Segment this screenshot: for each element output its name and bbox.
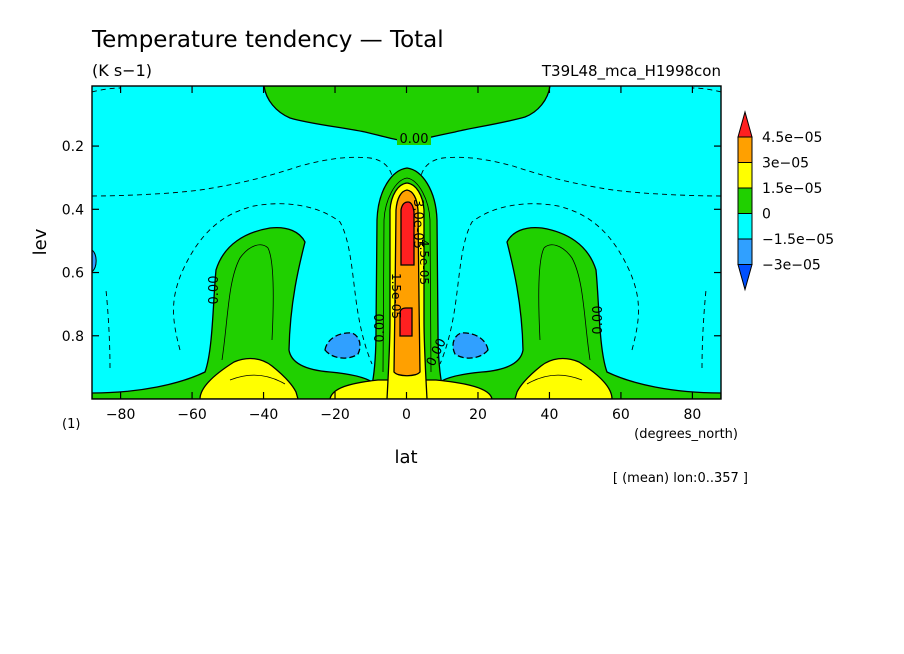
x-tick-label: 40 [541,407,559,423]
contour-label-right: 0.00 [591,306,606,335]
green-region-left [92,226,376,399]
colorbar-min-arrow [737,264,753,292]
colorbar-max-arrow [737,110,753,138]
y-tick-label: 0.8 [62,329,84,345]
blue-region-left [324,332,361,359]
contour-label-core-upper: 3.0e-05 [410,199,425,249]
x-tick-label: 60 [612,407,630,423]
colorbar-label: 1.5e−05 [762,181,822,197]
colorbar-label: 3e−05 [762,156,809,172]
x-tick-label: 20 [469,407,487,423]
colorbar-bin [737,187,753,214]
y-axis: 0.2 0.4 0.6 0.8 [62,139,721,345]
x-tick-label: 0 [402,407,411,423]
colorbar-label: −1.5e−05 [762,232,834,248]
colorbar-bin [737,213,753,240]
contour-field: 0.00 0.00 0.00 0.00 0.00 3.0e-05 1.5e-05… [92,86,721,399]
contour-label-left: 0.00 [207,276,222,305]
x-tick-label: −60 [177,407,207,423]
y-axis-title: lev [30,228,51,255]
x-tick-label: −80 [106,407,136,423]
chart-title: Temperature tendency — Total [91,27,444,53]
contour-label-top: 0.00 [400,132,429,147]
negative-contours [92,87,721,369]
contour-label-center-left: 0.00 [373,314,388,343]
run-label: T39L48_mca_H1998con [541,62,721,81]
red-region-upper [400,201,415,266]
y-units-label: (1) [62,417,80,432]
yellow-region-right [514,357,613,399]
x-axis: −80 −60 −40 −20 0 20 40 60 80 [106,86,701,423]
yellow-region-left [199,357,299,399]
units-label: (K s−1) [92,61,152,80]
colorbar-label: 4.5e−05 [762,130,822,146]
footnote: [ (mean) lon:0..357 ] [613,471,748,486]
colorbar: 4.5e−05 3e−05 1.5e−05 0 −1.5e−05 −3e−05 [737,110,834,292]
contour-label-core-side: 4.5e-05 [417,239,431,285]
red-region-lower [399,307,413,337]
blue-region-right [452,332,489,359]
colorbar-label: −3e−05 [762,258,821,274]
interior-contours [221,177,591,385]
colorbar-bin [737,162,753,189]
x-units-label: (degrees_north) [634,427,738,442]
y-tick-label: 0.2 [62,139,84,155]
x-tick-label: −40 [249,407,279,423]
colorbar-bin [737,136,753,163]
y-tick-label: 0.6 [62,266,84,282]
green-region-right [436,226,721,399]
contour-label-core-mid: 1.5e-05 [389,273,403,319]
x-axis-title: lat [394,447,417,468]
colorbar-label: 0 [762,207,771,223]
colorbar-bin [737,238,753,265]
y-tick-label: 0.4 [62,202,84,218]
x-tick-label: 80 [683,407,701,423]
x-tick-label: −20 [320,407,350,423]
